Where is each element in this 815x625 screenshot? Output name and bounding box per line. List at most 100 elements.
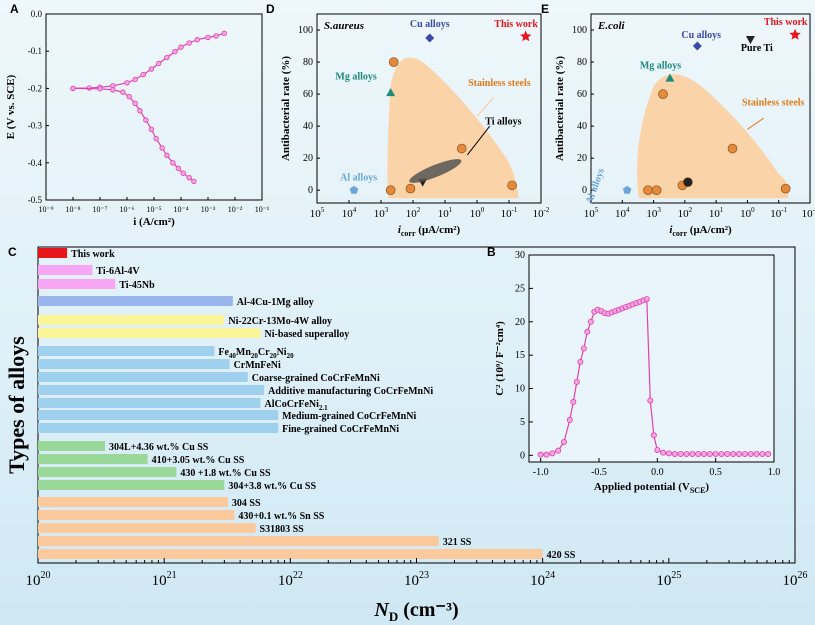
panel-b-bg — [529, 255, 774, 462]
data-point — [671, 450, 678, 457]
ytick-label: 20 — [577, 153, 587, 164]
data-point — [666, 450, 673, 457]
data-point — [647, 397, 654, 404]
data-point — [712, 450, 719, 457]
annotation-label: Al alloys — [340, 173, 377, 184]
data-point-circle — [643, 185, 653, 195]
panel-a-point — [180, 170, 186, 176]
x-axis-label: icorr (μA/cm²) — [398, 224, 461, 238]
bar — [38, 454, 148, 464]
panel-d: 105 104 103 102 101 100 10-1 10-2 0 20 40 60 80 100 ic… — [280, 13, 550, 238]
annotation-label: Mg alloys — [640, 60, 681, 71]
panel-a-series-line — [72, 32, 225, 89]
charts-layer: 10⁻⁹ 10⁻⁸ 10⁻⁷ 10⁻⁶ 10⁻⁵ 10⁻⁴ 10⁻³ 10⁻² 10⁻¹0.0-… — [4, 9, 815, 624]
ytick-label: 40 — [303, 121, 313, 132]
panel-c: This work Ti-6Al-4V Ti-45Nb Al-4Cu-1Mg allo… — [4, 246, 808, 624]
data-point-triangle — [665, 73, 675, 82]
stainless-leader — [747, 117, 765, 130]
panel-a-point — [164, 152, 170, 159]
ytick-label: 15 — [515, 350, 525, 361]
x-axis-label: icorr (μA/cm²) — [669, 224, 732, 238]
data-point-star — [520, 30, 532, 42]
panel-a-point — [97, 86, 103, 92]
xtick-label: 1026 — [783, 570, 808, 589]
panel-a-point — [120, 89, 126, 95]
bar — [38, 398, 261, 408]
panel-a-xtick-label: 10⁻⁶ — [119, 205, 134, 214]
panel-a-ytick-label: 0.0 — [31, 9, 43, 19]
panel-a-xtick-label: 10⁻⁵ — [146, 205, 161, 214]
bar — [38, 510, 235, 520]
panel-a-ytick-label: -0.2 — [28, 83, 42, 93]
data-point — [689, 450, 696, 457]
data-point-circle — [405, 183, 416, 194]
xtick-label: 105 — [584, 206, 599, 220]
xtick-label: 103 — [374, 206, 389, 220]
data-point-pentagon — [622, 185, 632, 194]
xtick-label: 1022 — [278, 570, 303, 589]
bar-label: 430 +1.8 wt.% Cu SS — [180, 468, 271, 479]
data-point — [660, 449, 667, 456]
data-point-star — [789, 28, 801, 40]
bar-label: Ti-45Nb — [119, 280, 155, 291]
ytick-label: 60 — [577, 89, 587, 100]
panel-a-point — [175, 165, 182, 172]
data-point — [753, 450, 760, 457]
data-point — [747, 450, 754, 457]
xtick-label: 100 — [740, 206, 755, 220]
xtick-label: 0.0 — [651, 467, 664, 478]
data-point-diamond — [692, 41, 702, 51]
ytick-label: 0 — [582, 185, 587, 196]
panel-label-e: E — [541, 2, 549, 16]
panel-a-point — [178, 44, 184, 50]
xtick-label: 10-1 — [770, 206, 787, 220]
bar-label: This work — [71, 249, 115, 260]
panel-a-point — [124, 80, 130, 86]
bar — [38, 536, 439, 546]
bar-label: Coarse-grained CoCrFeMnNi — [252, 373, 380, 384]
bar-label: 304L+4.36 wt.% Cu SS — [109, 442, 209, 453]
panel-d-frame — [316, 13, 542, 204]
ytick-label: 20 — [303, 153, 313, 164]
bar-label: Ti-6Al-4V — [96, 266, 140, 277]
panel-a-ytick-label: -0.1 — [28, 46, 42, 56]
data-point-triangle-down — [745, 36, 755, 45]
bar-label: 304+3.8 wt.% Cu SS — [228, 481, 316, 492]
panel-a-point — [213, 33, 219, 39]
data-point — [730, 450, 737, 457]
annotation-label: This work — [764, 17, 808, 28]
panel-a-ytick-label: -0.5 — [28, 195, 43, 205]
data-point-circle — [727, 143, 738, 154]
bar-label: Medium-grained CoCrFeMnNi — [282, 411, 416, 422]
bar — [38, 549, 543, 559]
y-axis-label: C² (10⁹/ F⁻²cm⁴) — [494, 321, 506, 396]
xtick-label: 102 — [678, 206, 693, 220]
ytick-label: 10 — [515, 384, 525, 395]
data-point — [537, 451, 544, 458]
annotation-label: Cu alloys — [410, 19, 450, 30]
bar-label: 420 SS — [547, 550, 576, 561]
data-point — [654, 446, 661, 453]
bar — [38, 480, 225, 490]
data-point — [706, 450, 713, 457]
data-point-circle — [507, 180, 517, 191]
panel-label-a: A — [10, 2, 19, 16]
data-point — [643, 296, 650, 303]
data-point — [759, 450, 766, 457]
panel-a-xtick-label: 10⁻³ — [201, 205, 216, 214]
xtick-label: 105 — [310, 206, 325, 220]
xtick-label: 10-2 — [802, 206, 815, 220]
data-point — [587, 318, 594, 325]
xtick-label: -1.0 — [533, 467, 549, 478]
chart-title: E.coli — [597, 20, 626, 32]
data-point-circle — [385, 185, 396, 195]
ytick-label: 0 — [520, 450, 525, 461]
data-point-circle — [658, 89, 668, 99]
ytick-label: 0 — [308, 185, 313, 196]
panel-a-ytick-label: -0.3 — [28, 121, 43, 131]
bar-label: 410+3.05 wt.% Cu SS — [152, 455, 245, 466]
xtick-label: 104 — [615, 206, 630, 220]
panel-a-point — [156, 60, 162, 67]
ytick-label: 40 — [577, 121, 587, 132]
bar-label: Fine-grained CoCrFeMnNi — [282, 424, 399, 435]
